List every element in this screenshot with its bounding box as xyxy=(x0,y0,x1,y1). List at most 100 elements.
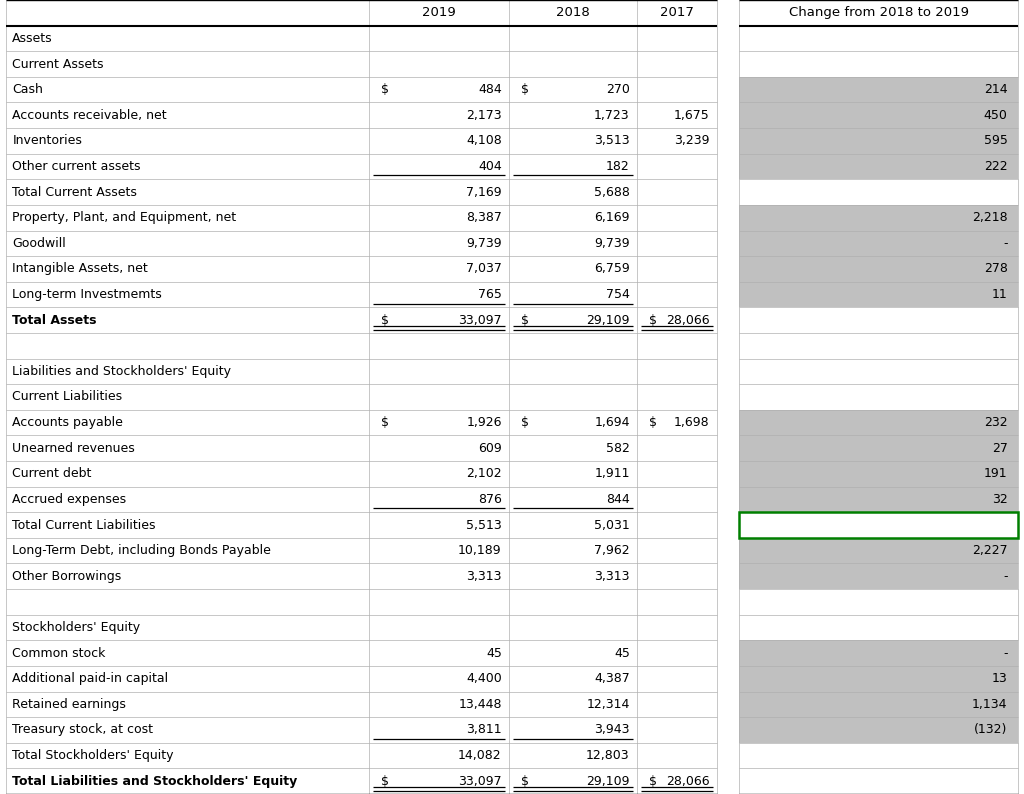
Text: 9,739: 9,739 xyxy=(466,237,502,250)
Text: 3,811: 3,811 xyxy=(466,723,502,737)
Text: 4,400: 4,400 xyxy=(466,673,502,685)
Text: 2019: 2019 xyxy=(422,6,456,19)
Text: Total Current Assets: Total Current Assets xyxy=(12,186,137,198)
Text: Other Borrowings: Other Borrowings xyxy=(12,570,122,583)
Text: 3,313: 3,313 xyxy=(594,570,630,583)
Text: 844: 844 xyxy=(606,493,630,506)
Text: 450: 450 xyxy=(984,109,1008,121)
Text: 33,097: 33,097 xyxy=(458,314,502,326)
Text: 4,387: 4,387 xyxy=(594,673,630,685)
Text: $: $ xyxy=(381,83,389,96)
Text: 5,031: 5,031 xyxy=(594,518,630,531)
Text: 4,108: 4,108 xyxy=(466,134,502,148)
Text: 484: 484 xyxy=(478,83,502,96)
Text: Current Assets: Current Assets xyxy=(12,57,103,71)
Text: 9,739: 9,739 xyxy=(594,237,630,250)
Text: 6,759: 6,759 xyxy=(594,263,630,276)
Text: Unearned revenues: Unearned revenues xyxy=(12,441,135,455)
Text: 876: 876 xyxy=(478,493,502,506)
Text: 278: 278 xyxy=(984,263,1008,276)
Text: Additional paid-in capital: Additional paid-in capital xyxy=(12,673,168,685)
Text: -: - xyxy=(1004,646,1008,660)
Bar xyxy=(739,435,1018,461)
Text: 11: 11 xyxy=(992,288,1008,301)
Text: $: $ xyxy=(521,314,529,326)
Text: Stockholders' Equity: Stockholders' Equity xyxy=(12,621,140,634)
Text: 404: 404 xyxy=(478,160,502,173)
Text: 1,694: 1,694 xyxy=(594,416,630,429)
Text: $: $ xyxy=(521,416,529,429)
Bar xyxy=(739,77,1018,102)
Bar xyxy=(739,461,1018,487)
Text: 2,173: 2,173 xyxy=(466,109,502,121)
Bar xyxy=(739,410,1018,435)
Text: 5,688: 5,688 xyxy=(594,186,630,198)
Text: $: $ xyxy=(381,314,389,326)
Text: 765: 765 xyxy=(478,288,502,301)
Text: Total Current Liabilities: Total Current Liabilities xyxy=(12,518,156,531)
Text: 13: 13 xyxy=(992,673,1008,685)
Text: Common stock: Common stock xyxy=(12,646,105,660)
Text: 214: 214 xyxy=(984,83,1008,96)
Text: $: $ xyxy=(381,775,389,788)
Text: 191: 191 xyxy=(984,468,1008,480)
Text: -: - xyxy=(1004,570,1008,583)
Text: 29,109: 29,109 xyxy=(587,314,630,326)
Text: Retained earnings: Retained earnings xyxy=(12,698,126,711)
Text: $: $ xyxy=(649,775,657,788)
Text: Total Liabilities and Stockholders' Equity: Total Liabilities and Stockholders' Equi… xyxy=(12,775,298,788)
Text: 14,082: 14,082 xyxy=(458,749,502,762)
Text: 27: 27 xyxy=(991,441,1008,455)
Text: 45: 45 xyxy=(485,646,502,660)
Text: 3,239: 3,239 xyxy=(674,134,710,148)
Text: 1,926: 1,926 xyxy=(466,416,502,429)
Text: $: $ xyxy=(381,416,389,429)
Text: 12,803: 12,803 xyxy=(586,749,630,762)
Text: 45: 45 xyxy=(613,646,630,660)
Text: 6,169: 6,169 xyxy=(594,211,630,224)
Text: 2,102: 2,102 xyxy=(466,468,502,480)
Bar xyxy=(739,666,1018,692)
Text: Intangible Assets, net: Intangible Assets, net xyxy=(12,263,148,276)
Text: 29,109: 29,109 xyxy=(587,775,630,788)
Text: 270: 270 xyxy=(606,83,630,96)
Text: Long-term Investmemts: Long-term Investmemts xyxy=(12,288,162,301)
Bar xyxy=(739,512,1018,538)
Text: 13,448: 13,448 xyxy=(459,698,502,711)
Text: 10,189: 10,189 xyxy=(458,544,502,557)
Text: 595: 595 xyxy=(984,134,1008,148)
Text: Accounts payable: Accounts payable xyxy=(12,416,123,429)
Text: $: $ xyxy=(521,83,529,96)
Text: Accounts receivable, net: Accounts receivable, net xyxy=(12,109,167,121)
Text: 28,066: 28,066 xyxy=(666,775,710,788)
Text: Liabilities and Stockholders' Equity: Liabilities and Stockholders' Equity xyxy=(12,365,231,378)
Text: 28,066: 28,066 xyxy=(666,314,710,326)
Text: 3,313: 3,313 xyxy=(466,570,502,583)
Bar xyxy=(739,128,1018,154)
Text: 2017: 2017 xyxy=(659,6,694,19)
Text: Accrued expenses: Accrued expenses xyxy=(12,493,126,506)
Text: 3,513: 3,513 xyxy=(594,134,630,148)
Bar xyxy=(739,717,1018,742)
Text: 8,387: 8,387 xyxy=(466,211,502,224)
Text: 1,675: 1,675 xyxy=(674,109,710,121)
Text: $: $ xyxy=(521,775,529,788)
Text: 232: 232 xyxy=(984,416,1008,429)
Text: Current Liabilities: Current Liabilities xyxy=(12,391,123,403)
Text: 2018: 2018 xyxy=(556,6,590,19)
Text: 3,943: 3,943 xyxy=(594,723,630,737)
Text: Goodwill: Goodwill xyxy=(12,237,66,250)
Text: 754: 754 xyxy=(606,288,630,301)
Bar xyxy=(739,0,1018,794)
Bar xyxy=(739,487,1018,512)
Text: Cash: Cash xyxy=(12,83,43,96)
Text: $: $ xyxy=(649,314,657,326)
Text: 222: 222 xyxy=(984,160,1008,173)
Text: 1,698: 1,698 xyxy=(674,416,710,429)
Text: 7,037: 7,037 xyxy=(466,263,502,276)
Bar xyxy=(739,640,1018,666)
Text: 33,097: 33,097 xyxy=(458,775,502,788)
Text: 609: 609 xyxy=(478,441,502,455)
Bar xyxy=(739,538,1018,564)
Text: 5,513: 5,513 xyxy=(466,518,502,531)
